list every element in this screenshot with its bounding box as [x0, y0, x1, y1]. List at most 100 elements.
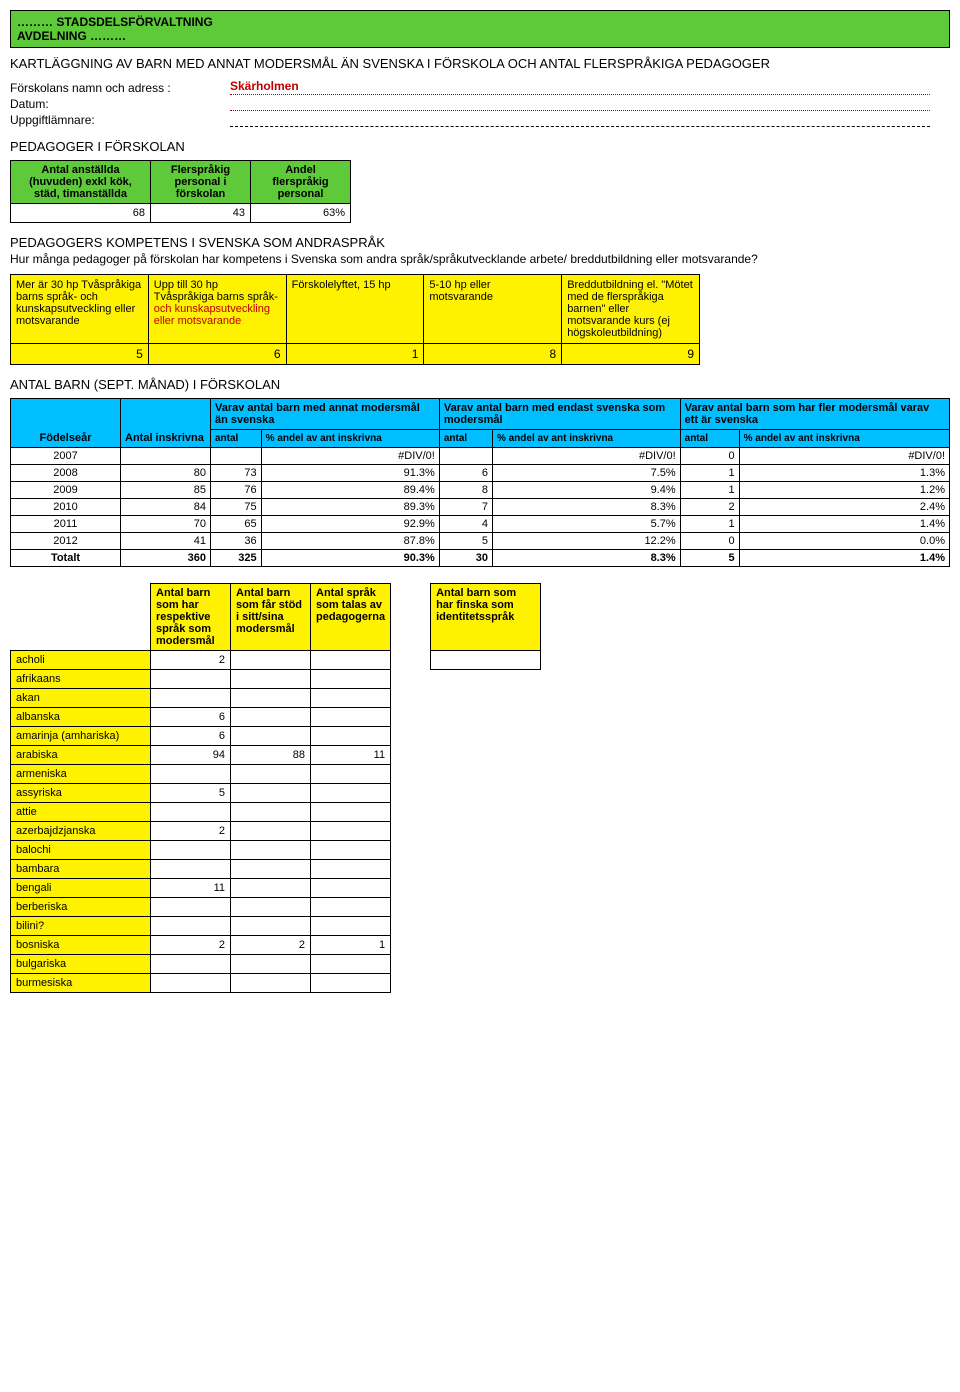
t1-h2: Flerspråkig personal i förskolan — [151, 161, 251, 204]
t4-v1 — [151, 765, 231, 784]
t4-v3: 11 — [311, 746, 391, 765]
section-pedagoger: PEDAGOGER I FÖRSKOLAN — [10, 139, 950, 154]
header-bar: ……… STADSDELSFÖRVALTNING AVDELNING ……… — [10, 10, 950, 48]
t2-v4: 8 — [424, 344, 562, 365]
t2-h3: Förskolelyftet, 15 hp — [286, 275, 424, 344]
t3-p1: 87.8% — [261, 533, 439, 550]
t3-a3: 1 — [680, 516, 739, 533]
t4-v2 — [231, 955, 311, 974]
t3-h-g3: Varav antal barn som har fler modersmål … — [680, 399, 949, 430]
t1-v1: 68 — [11, 204, 151, 223]
section-competence-text: Hur många pedagoger på förskolan har kom… — [10, 252, 950, 266]
t4-v1: 2 — [151, 936, 231, 955]
t4-v3 — [311, 917, 391, 936]
t2-v3: 1 — [286, 344, 424, 365]
t3-sub-p3: % andel av ant inskrivna — [739, 430, 949, 448]
staff-table: Antal anställda (huvuden) exkl kök, städ… — [10, 160, 351, 223]
t3-a1: 36 — [211, 533, 262, 550]
t2-v1: 5 — [11, 344, 149, 365]
section-competence-title: PEDAGOGERS KOMPETENS I SVENSKA SOM ANDRA… — [10, 235, 950, 250]
t4-lang: bengali — [11, 879, 151, 898]
t3-p2: 7.5% — [492, 465, 680, 482]
t4-v2 — [231, 917, 311, 936]
t2-h4: 5-10 hp eller motsvarande — [424, 275, 562, 344]
t3-a1: 65 — [211, 516, 262, 533]
t4-lang: bulgariska — [11, 955, 151, 974]
t3-h-year: Födelseår — [11, 399, 121, 448]
t4-v2: 88 — [231, 746, 311, 765]
t4-v1 — [151, 689, 231, 708]
children-table: Födelseår Antal inskrivna Varav antal ba… — [10, 398, 950, 567]
t4-v1 — [151, 974, 231, 993]
info-val-reporter — [230, 113, 930, 127]
t3-p2: 12.2% — [492, 533, 680, 550]
t1-h1: Antal anställda (huvuden) exkl kök, städ… — [11, 161, 151, 204]
t3-p3: 1.2% — [739, 482, 949, 499]
t2-h1: Mer är 30 hp Tvåspråkiga barns språk- oc… — [11, 275, 149, 344]
t1-v2: 43 — [151, 204, 251, 223]
t3-h-g1: Varav antal barn med annat modersmål än … — [211, 399, 440, 430]
t3-h-enrolled: Antal inskrivna — [121, 399, 211, 448]
header-line1: ……… STADSDELSFÖRVALTNING — [17, 15, 943, 29]
t3-p2: 8.3% — [492, 550, 680, 567]
t4-h2: Antal barn som får stöd i sitt/sina mode… — [231, 584, 311, 651]
t4-v2: 2 — [231, 936, 311, 955]
info-val-date — [230, 97, 930, 111]
t3-p2: 9.4% — [492, 482, 680, 499]
t2-h2: Upp till 30 hp Tvåspråkiga barns språk- … — [148, 275, 286, 344]
t4-v3 — [311, 765, 391, 784]
t4-lang: afrikaans — [11, 670, 151, 689]
t3-year: 2007 — [11, 448, 121, 465]
t4-v2 — [231, 651, 311, 670]
info-label-name: Förskolans namn och adress : — [10, 81, 230, 95]
t3-sub-p2: % andel av ant inskrivna — [492, 430, 680, 448]
t4-v3 — [311, 670, 391, 689]
t1-h3: Andel flerspråkig personal — [251, 161, 351, 204]
t3-year: 2008 — [11, 465, 121, 482]
t3-year: 2010 — [11, 499, 121, 516]
t3-p1: 89.4% — [261, 482, 439, 499]
t4-v2 — [231, 727, 311, 746]
t4-lang: attie — [11, 803, 151, 822]
t3-a1: 73 — [211, 465, 262, 482]
t3-enrolled: 85 — [121, 482, 211, 499]
section-children: ANTAL BARN (SEPT. MÅNAD) I FÖRSKOLAN — [10, 377, 950, 392]
t4-v3 — [311, 974, 391, 993]
t3-p2: 8.3% — [492, 499, 680, 516]
t3-p2: 5.7% — [492, 516, 680, 533]
t3-a1: 325 — [211, 550, 262, 567]
t4-v2 — [231, 841, 311, 860]
t2-v5: 9 — [562, 344, 700, 365]
t4-v2 — [231, 898, 311, 917]
t4-lang: assyriska — [11, 784, 151, 803]
t4-v2 — [231, 689, 311, 708]
t3-a2: 5 — [439, 533, 492, 550]
t3-a1 — [211, 448, 262, 465]
t4-v3 — [311, 803, 391, 822]
t3-p1: 89.3% — [261, 499, 439, 516]
t4-lang: akan — [11, 689, 151, 708]
t4-lang: bosniska — [11, 936, 151, 955]
t3-sub-a1: antal — [211, 430, 262, 448]
t4-v1: 5 — [151, 784, 231, 803]
t4-v3 — [311, 860, 391, 879]
t3-p1: 90.3% — [261, 550, 439, 567]
t3-enrolled: 80 — [121, 465, 211, 482]
t3-year: Totalt — [11, 550, 121, 567]
t4-lang: bambara — [11, 860, 151, 879]
t3-a3: 1 — [680, 482, 739, 499]
t3-p2: #DIV/0! — [492, 448, 680, 465]
t3-enrolled: 360 — [121, 550, 211, 567]
t3-year: 2012 — [11, 533, 121, 550]
t4-v2 — [231, 670, 311, 689]
t3-p1: #DIV/0! — [261, 448, 439, 465]
t4-h1: Antal barn som har respektive språk som … — [151, 584, 231, 651]
t3-enrolled: 41 — [121, 533, 211, 550]
t3-sub-a2: antal — [439, 430, 492, 448]
t4-lang: bilini? — [11, 917, 151, 936]
t4-lang: amarinja (amhariska) — [11, 727, 151, 746]
t4-v1 — [151, 898, 231, 917]
t4-v1: 94 — [151, 746, 231, 765]
t4-v1 — [151, 860, 231, 879]
t4-lang: azerbajdzjanska — [11, 822, 151, 841]
